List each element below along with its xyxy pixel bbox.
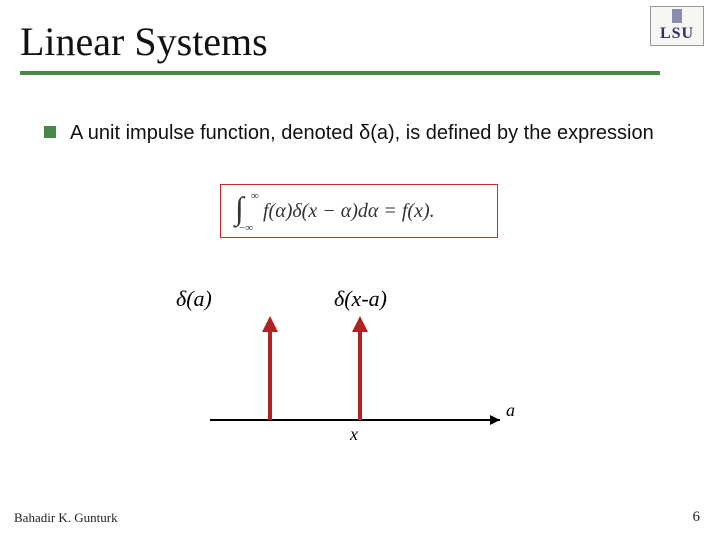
bullet-square-icon [44,126,56,138]
lsu-logo-tower-icon [672,9,682,23]
footer-author: Bahadir K. Gunturk [14,510,118,526]
equation-svg: ∫ ∞ −∞ f(α)δ(x − α)dα = f(x). [229,189,489,233]
bullet-text: A unit impulse function, denoted δ(a), i… [70,120,654,147]
int-upper: ∞ [251,190,259,202]
axis-label-x: x [350,424,358,445]
bullet-suffix: , is defined by the expression [395,122,654,144]
bullet-prefix: A unit impulse function, denoted [70,122,359,144]
page-title: Linear Systems [20,18,660,65]
label-delta-x-a: δ(x-a) [334,286,387,312]
bullet-delta: δ(a) [359,122,395,144]
equation-box: ∫ ∞ −∞ f(α)δ(x − α)dα = f(x). [220,184,498,238]
title-underline [20,71,660,75]
label-delta-a: δ(a) [176,286,212,312]
equation-body: f(α)δ(x − α)dα = f(x). [263,200,435,222]
impulse-arrow-right [352,316,368,420]
lsu-logo-text: LSU [660,25,694,43]
int-lower: −∞ [239,222,253,233]
axis-end-label-a: a [506,400,515,421]
impulse-diagram: δ(a) δ(x-a) x a [170,280,530,440]
bullet-item: A unit impulse function, denoted δ(a), i… [44,120,660,147]
footer-page-number: 6 [693,509,701,526]
impulse-arrow-left [262,316,278,420]
lsu-logo-box: LSU [650,6,704,46]
lsu-logo: LSU [650,6,706,46]
